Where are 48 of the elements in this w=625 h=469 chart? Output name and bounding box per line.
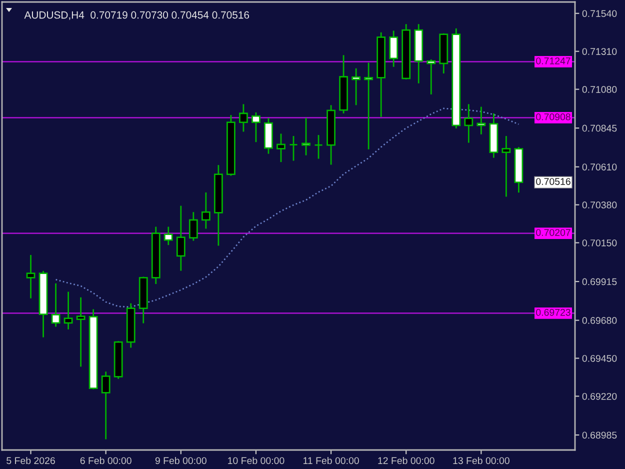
x-tick-label: 10 Feb 00:00 <box>228 456 284 464</box>
y-tick-label: 0.70380 <box>582 202 617 208</box>
candlestick <box>389 30 398 68</box>
candlestick <box>51 282 60 328</box>
ref-line-label: 0.69723 <box>536 308 570 316</box>
text: 0.70516 <box>536 178 570 185</box>
x-tick-label: 13 Feb 00:00 <box>453 456 510 464</box>
candlestick <box>464 103 474 144</box>
y-tick-label: 0.71080 <box>582 86 617 93</box>
ref-line-label: 0.70908 <box>536 113 570 120</box>
y-tick-label: 0.71310 <box>582 48 617 55</box>
ref-line-label: 0.70207 <box>536 229 570 236</box>
ref-line-label: 0.71247 <box>536 57 570 64</box>
y-tick-label: 0.68985 <box>582 432 617 439</box>
x-tick-label: 5 Feb 2026 <box>6 456 55 464</box>
candlestick <box>476 106 486 136</box>
candlestick <box>76 296 86 368</box>
candlestick <box>239 103 248 132</box>
candlestick <box>276 132 286 163</box>
text: AUDUSD,H4 0.70719 0.70730 0.70454 0.70516 <box>24 11 250 20</box>
candlestick <box>314 134 323 160</box>
candlestick <box>101 370 110 440</box>
candlestick <box>252 112 260 143</box>
candlestick <box>176 205 186 272</box>
y-tick-label: 0.69220 <box>582 392 617 400</box>
candlestick <box>188 211 198 242</box>
candlestick <box>364 62 374 150</box>
candlestick <box>64 291 73 330</box>
candlestick <box>289 135 298 162</box>
line-series <box>55 108 520 308</box>
candlestick <box>164 226 173 246</box>
y-tick-label: 0.69450 <box>582 354 617 362</box>
x-tick-label: 11 Feb 00:00 <box>303 456 359 464</box>
y-tick-label: 0.69915 <box>582 278 617 286</box>
y-tick-label: 0.70150 <box>582 239 617 246</box>
x-tick-label: 9 Feb 00:00 <box>155 456 206 464</box>
y-tick-label: 0.69680 <box>582 317 617 324</box>
x-tick-label: 6 Feb 00:00 <box>80 456 132 464</box>
y-tick-label: 0.70845 <box>582 124 617 132</box>
candlestick <box>26 254 36 300</box>
candlestick <box>426 58 436 96</box>
candlestick <box>352 68 361 106</box>
x-tick-label: 12 Feb 00:00 <box>378 456 434 464</box>
candlestick <box>502 135 511 198</box>
candlestick <box>201 192 210 230</box>
y-tick-label: 0.70610 <box>582 164 617 170</box>
y-tick-label: 0.71540 <box>582 10 617 18</box>
candlestick <box>302 117 310 156</box>
